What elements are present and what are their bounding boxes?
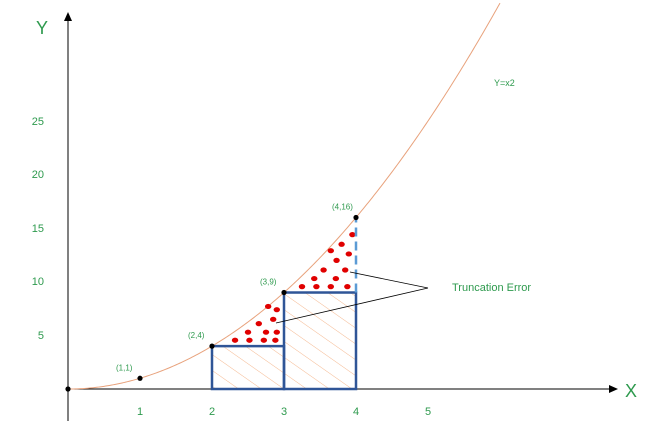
callout-line-upper <box>349 271 429 289</box>
error-dot <box>244 329 252 335</box>
callout-line-lower <box>275 287 429 324</box>
point-label: (3,9) <box>260 278 277 287</box>
x-tick-label: 4 <box>353 406 359 418</box>
error-dot <box>344 284 351 290</box>
data-point <box>353 214 359 221</box>
y-axis-title: Y <box>36 18 48 38</box>
x-tick-label: 3 <box>281 406 287 418</box>
data-point <box>281 289 287 296</box>
y-tick-label: 20 <box>32 169 44 181</box>
data-points: (1,1) (2,4) (3,9) (4,16) <box>65 202 359 392</box>
error-dot <box>255 321 262 327</box>
approximation-rectangle <box>282 291 358 391</box>
x-tick-labels: 1 2 3 4 5 <box>137 406 431 418</box>
y-tick-label: 15 <box>32 223 44 235</box>
error-dot <box>246 337 253 343</box>
truncation-error-dots <box>231 232 356 343</box>
data-point <box>209 343 215 349</box>
error-dot <box>332 275 340 282</box>
error-dot <box>338 241 345 247</box>
error-dot <box>298 284 306 290</box>
x-axis-title: X <box>625 381 637 401</box>
x-tick-label: 5 <box>425 406 431 418</box>
data-point <box>137 375 143 381</box>
error-dot <box>320 267 327 273</box>
y-tick-label: 10 <box>32 276 44 288</box>
truncation-error-callout: Truncation Error <box>275 271 531 324</box>
error-dot <box>273 329 280 335</box>
error-dot <box>311 275 318 282</box>
y-tick-labels: 5 10 15 20 25 <box>32 116 44 342</box>
data-point <box>65 386 71 392</box>
y-axis-arrow-icon <box>64 12 72 21</box>
error-dot <box>260 337 268 343</box>
point-label: (1,1) <box>116 363 133 372</box>
x-axis-arrow-icon <box>609 385 618 393</box>
y-tick-label: 5 <box>38 330 44 342</box>
error-dot <box>270 316 277 322</box>
error-dot <box>342 267 349 273</box>
error-dot <box>313 284 320 290</box>
error-dot <box>327 248 334 254</box>
approximation-rectangles <box>210 291 358 391</box>
x-tick-label: 1 <box>137 406 143 418</box>
point-label: (4,16) <box>332 202 353 211</box>
error-dot <box>264 303 272 310</box>
error-dot <box>272 337 279 343</box>
error-dot <box>345 251 352 257</box>
error-dot <box>327 284 334 290</box>
error-dot <box>349 232 356 238</box>
y-tick-label: 25 <box>32 116 44 128</box>
error-dot <box>231 337 239 343</box>
point-label: (2,4) <box>188 331 205 340</box>
truncation-error-label: Truncation Error <box>452 282 531 294</box>
error-dot <box>262 329 270 335</box>
error-dot <box>333 257 340 263</box>
error-dot <box>273 307 280 313</box>
curve-label: Y=x2 <box>494 78 515 88</box>
x-tick-label: 2 <box>209 406 215 418</box>
